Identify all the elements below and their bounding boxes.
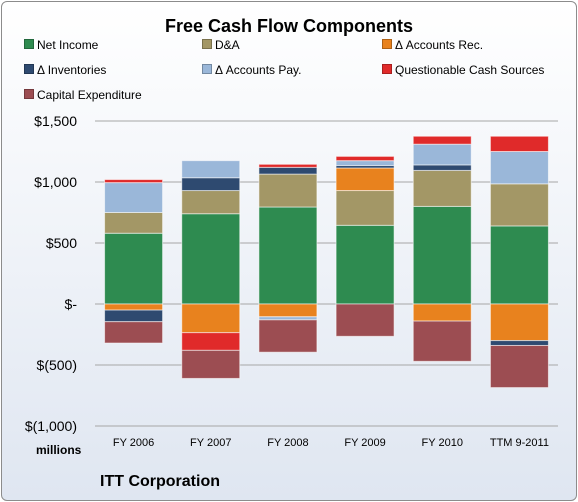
chart-title: Free Cash Flow Components xyxy=(164,16,414,36)
legend-item: Δ Accounts Pay. xyxy=(202,63,302,77)
x-tick-label: FY 2010 xyxy=(422,437,463,449)
bar-segment xyxy=(181,213,241,305)
bar-segment xyxy=(104,309,164,323)
legend-swatch xyxy=(24,89,34,99)
x-tick-label: FY 2009 xyxy=(344,437,385,449)
legend-swatch xyxy=(24,39,34,49)
bar-segment xyxy=(335,190,395,226)
bar-segment xyxy=(104,232,164,305)
bar-segment xyxy=(489,303,549,342)
bar-segment xyxy=(181,332,241,351)
y-tick-label: $(500) xyxy=(37,357,77,373)
bar-segment xyxy=(181,177,241,192)
bar-segment xyxy=(412,164,472,171)
bar-segment xyxy=(104,179,164,184)
legend-item: Net Income xyxy=(24,38,98,52)
legend-item: Δ Inventories xyxy=(24,63,106,77)
bar-segment xyxy=(104,303,164,311)
bar-segment xyxy=(489,151,549,185)
y-tick-label: $500 xyxy=(46,235,77,251)
bar-segment xyxy=(181,303,241,334)
legend-item: D&A xyxy=(202,38,240,52)
bar-segment xyxy=(489,340,549,346)
bar-segment xyxy=(258,163,318,168)
bar-segment xyxy=(335,155,395,162)
x-tick-label: TTM 9-2011 xyxy=(490,437,549,449)
y-tick-label: $- xyxy=(65,296,78,312)
bar-segment xyxy=(412,205,472,305)
bar-segment xyxy=(181,349,241,379)
bar-segment xyxy=(258,206,318,305)
bar-segment xyxy=(412,143,472,166)
legend-label: Capital Expenditure xyxy=(37,88,142,102)
legend-item: Capital Expenditure xyxy=(24,88,142,102)
bar-segment xyxy=(258,319,318,353)
bar-segment xyxy=(104,182,164,213)
units-label: millions xyxy=(36,443,82,457)
bar-segment xyxy=(181,190,241,215)
bar-segment xyxy=(489,225,549,305)
legend-swatch xyxy=(382,39,392,49)
x-tick-label: FY 2008 xyxy=(267,437,308,449)
legend-swatch xyxy=(24,64,34,74)
bar-segment xyxy=(412,135,472,145)
bar-segment xyxy=(258,303,318,318)
legend-swatch xyxy=(202,39,212,49)
legend-label: Δ Accounts Rec. xyxy=(395,38,484,52)
bar-segment xyxy=(335,303,395,337)
x-tick-label: FY 2006 xyxy=(113,437,154,449)
bar-segment xyxy=(104,212,164,234)
bar-segment xyxy=(489,183,549,227)
bar-segment xyxy=(258,166,318,175)
legend-label: Δ Inventories xyxy=(37,63,107,77)
legend-label: D&A xyxy=(215,38,240,52)
bar-segment xyxy=(412,169,472,207)
legend-item: Questionable Cash Sources xyxy=(382,63,544,77)
bar-segment xyxy=(412,303,472,322)
legend-item: Δ Accounts Rec. xyxy=(382,38,483,52)
x-tick-label: FY 2007 xyxy=(190,437,231,449)
legend-swatch xyxy=(382,64,392,74)
legend-label: Net Income xyxy=(37,38,99,52)
bar-segment xyxy=(335,167,395,192)
legend-swatch xyxy=(202,64,212,74)
bar-segment xyxy=(181,160,241,179)
legend-label: Δ Accounts Pay. xyxy=(215,63,302,77)
bar-segment xyxy=(489,135,549,152)
y-tick-label: $1,000 xyxy=(34,174,77,190)
company-name: ITT Corporation xyxy=(100,473,220,490)
bar-segment xyxy=(258,173,318,208)
y-tick-label: $(1,000) xyxy=(25,418,77,434)
y-tick-label: $1,500 xyxy=(34,113,77,129)
legend-label: Questionable Cash Sources xyxy=(395,63,545,77)
bar-segment xyxy=(412,320,472,362)
bar-segment xyxy=(104,321,164,344)
bar-segment xyxy=(335,160,395,167)
plot-area xyxy=(95,121,558,426)
bar-segment xyxy=(489,344,549,389)
bar-segment xyxy=(335,224,395,305)
